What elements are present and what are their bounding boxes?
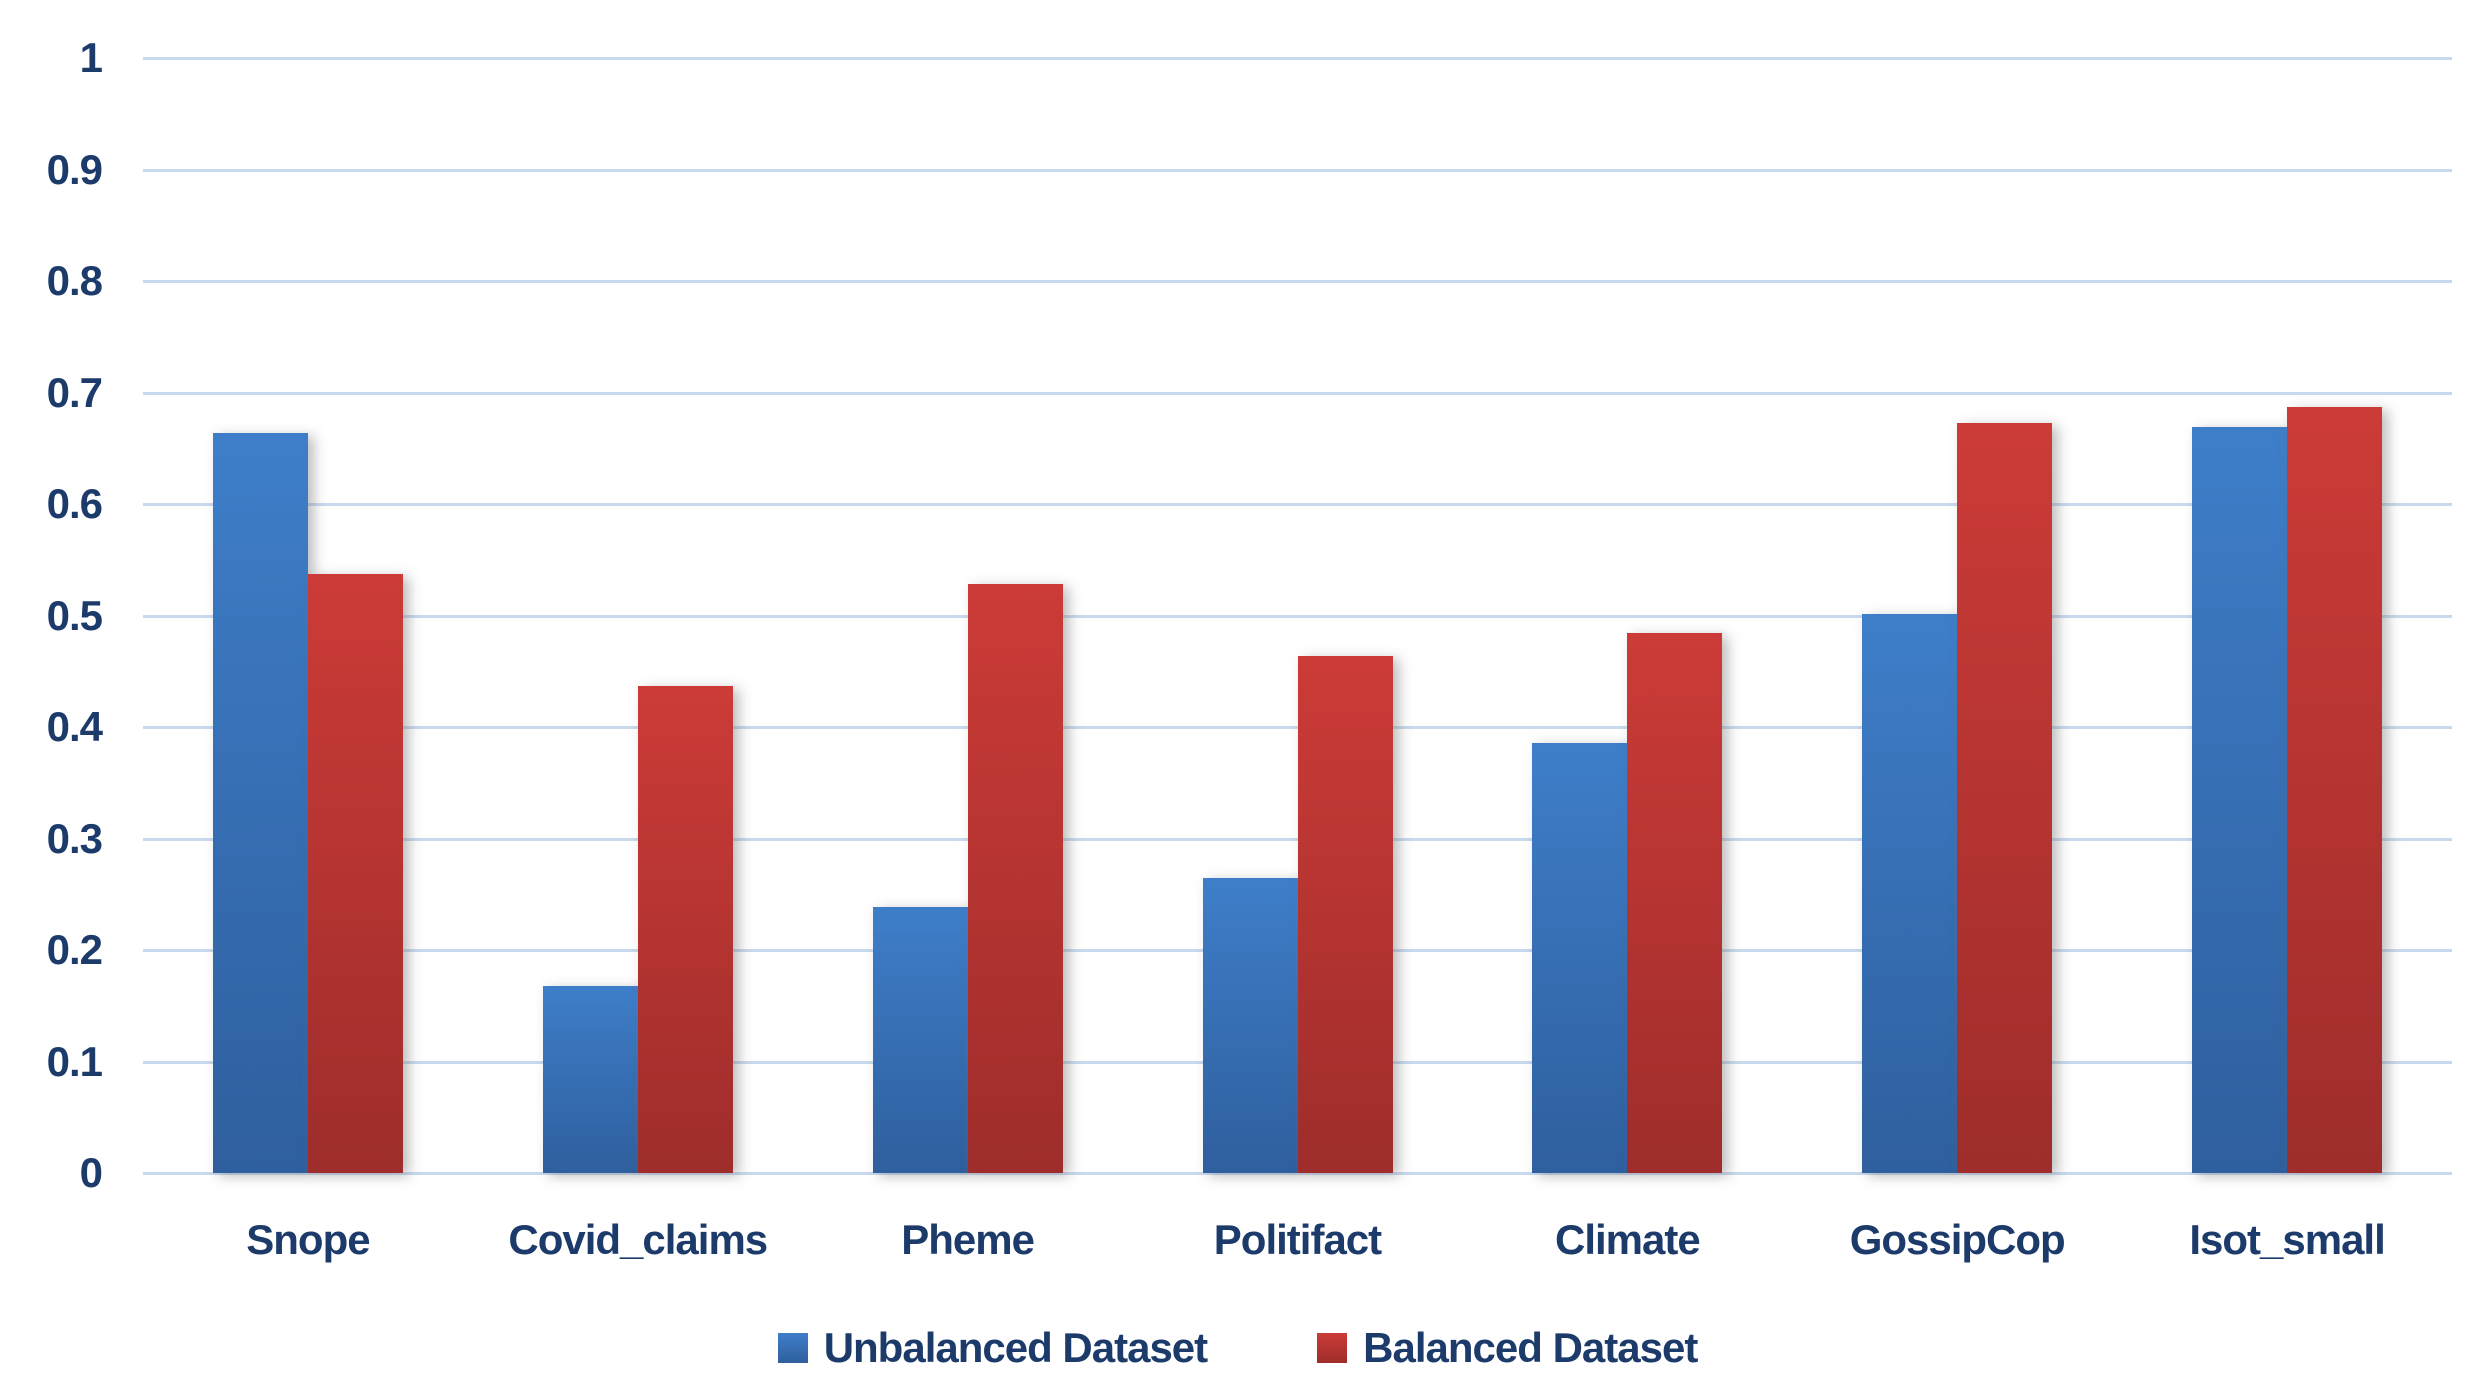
- bar-balanced-covid-claims: [637, 686, 733, 1173]
- bar-unbalanced-isot-small: [2192, 427, 2288, 1173]
- bar-unbalanced-climate: [1532, 743, 1628, 1173]
- gridline-0.9: [143, 168, 2452, 172]
- legend-label-balanced-dataset: Balanced Dataset: [1363, 1324, 1698, 1371]
- bar-balanced-isot-small: [2287, 407, 2383, 1173]
- legend-swatch-unbalanced-dataset: [777, 1333, 808, 1363]
- legend: Unbalanced Dataset Balanced Dataset: [0, 1324, 2475, 1372]
- y-tick-label-0.2: 0.2: [46, 926, 103, 973]
- y-tick-label-0.4: 0.4: [46, 703, 103, 750]
- bar-unbalanced-snope: [212, 433, 308, 1173]
- legend-label-unbalanced-dataset: Unbalanced Dataset: [823, 1324, 1208, 1371]
- bar-balanced-gossipcop: [1957, 423, 2053, 1173]
- gridline-0: [143, 1172, 2452, 1175]
- y-tick-label-0.1: 0.1: [46, 1037, 103, 1085]
- y-tick-label-0.5: 0.5: [46, 591, 103, 639]
- bar-unbalanced-covid-claims: [542, 986, 638, 1173]
- y-tick-label-0.7: 0.7: [46, 368, 103, 416]
- legend-item-balanced-dataset: Balanced Dataset: [1317, 1324, 1698, 1372]
- gridline-0.5: [143, 614, 2452, 618]
- y-tick-label-0.9: 0.9: [46, 145, 103, 193]
- bar-balanced-climate: [1627, 633, 1723, 1173]
- y-tick-label-0.3: 0.3: [46, 814, 103, 862]
- bar-unbalanced-pheme: [872, 907, 968, 1173]
- x-axis-label-snope: Snope: [246, 1216, 370, 1263]
- legend-swatch-balanced-dataset: [1317, 1333, 1348, 1363]
- y-tick-label-1: 1: [79, 34, 103, 81]
- x-axis-label-climate: Climate: [1554, 1216, 1701, 1263]
- bar-unbalanced-politifact: [1202, 878, 1298, 1173]
- y-tick-label-0: 0: [79, 1149, 103, 1196]
- x-axis-label-pheme: Pheme: [901, 1216, 1035, 1263]
- bar-balanced-politifact: [1297, 656, 1393, 1173]
- x-axis-label-politifact: Politifact: [1213, 1216, 1382, 1263]
- x-axis-label-covid-claims: Covid_claims: [508, 1216, 768, 1263]
- y-tick-label-0.6: 0.6: [46, 480, 103, 527]
- bar-unbalanced-gossipcop: [1862, 614, 1958, 1173]
- gridline-0.7: [143, 391, 2452, 395]
- legend-item-unbalanced-dataset: Unbalanced Dataset: [777, 1324, 1208, 1372]
- gridline-1: [143, 57, 2452, 60]
- x-axis-label-isot-small: Isot_small: [2189, 1216, 2385, 1263]
- gridline-0.8: [143, 280, 2452, 283]
- y-tick-label-0.8: 0.8: [46, 257, 103, 304]
- bar-balanced-pheme: [967, 584, 1063, 1173]
- gridline-0.6: [143, 503, 2452, 506]
- x-axis-label-gossipcop: GossipCop: [1849, 1216, 2066, 1263]
- bar-balanced-snope: [307, 574, 403, 1173]
